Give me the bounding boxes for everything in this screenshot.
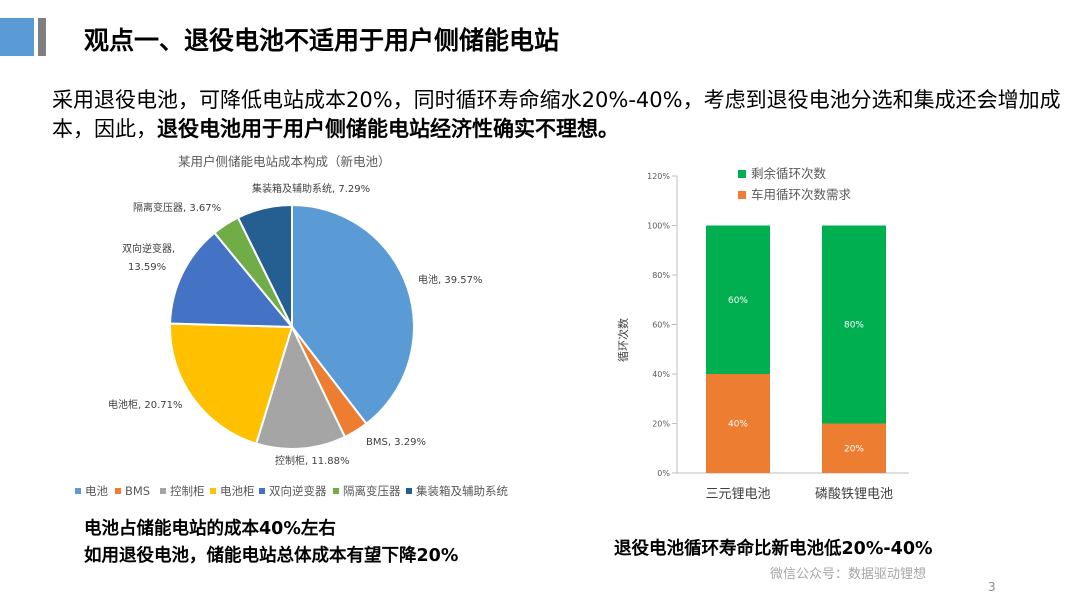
bar-legend-marker-2 bbox=[738, 191, 746, 199]
bar-segment-2-1 bbox=[822, 423, 886, 473]
pie-chart-title: 某用户侧储能电站成本构成（新电池） bbox=[178, 154, 391, 169]
pie-legend-label-4: 电池柜 bbox=[220, 484, 255, 498]
conclusion-left-line-1: 电池占储能电站的成本40%左右 bbox=[84, 519, 336, 539]
pie-legend-label-7: 集装箱及辅助系统 bbox=[416, 484, 508, 498]
x-category-label-2: 磷酸铁锂电池 bbox=[815, 487, 893, 502]
bar-value-label-2-1: 20% bbox=[844, 444, 864, 454]
pie-label-6: 隔离变压器, 3.67% bbox=[133, 201, 221, 214]
pie-label-4: 电池柜, 20.71% bbox=[108, 398, 183, 411]
bar-segment-1-1 bbox=[706, 374, 770, 473]
y-tick-label-4: 80% bbox=[652, 271, 670, 280]
pie-label-7: 集装箱及辅助系统, 7.29% bbox=[252, 182, 370, 195]
title-accent-bar bbox=[38, 18, 46, 56]
pie-slice-5 bbox=[169, 231, 295, 329]
watermark: 微信公众号：数据驱动锂想 bbox=[770, 567, 927, 582]
pie-label-1: 电池, 39.57% bbox=[418, 273, 483, 286]
y-tick-label-5: 100% bbox=[647, 222, 670, 231]
y-tick-label-3: 60% bbox=[652, 321, 670, 330]
intro-text: 采用退役电池，可降低电站成本20%，同时循环寿命缩水20%-40%，考虑到退役电… bbox=[52, 88, 1061, 141]
conclusion-left: 电池占储能电站的成本40%左右 如用退役电池，储能电站总体成本有望下降20% bbox=[84, 516, 458, 570]
pie-legend-marker-3 bbox=[160, 488, 166, 494]
conclusion-right: 退役电池循环寿命比新电池低20%-40% bbox=[614, 539, 933, 559]
bar-value-label-2-2: 80% bbox=[844, 321, 864, 331]
conclusion-left-line-2: 如用退役电池，储能电站总体成本有望下降20% bbox=[84, 546, 459, 566]
title-accent-block bbox=[0, 18, 34, 56]
pie-label-5-name: 双向逆变器, bbox=[122, 242, 175, 255]
bar-value-label-1-1: 40% bbox=[728, 420, 748, 430]
y-tick-label-1: 20% bbox=[652, 420, 670, 429]
pie-legend-marker-1 bbox=[75, 488, 81, 494]
bar-legend-label-1: 剩余循环次数 bbox=[751, 166, 827, 181]
pie-legend-label-5: 双向逆变器 bbox=[269, 484, 327, 498]
y-tick-label-6: 120% bbox=[647, 172, 670, 181]
slide-title: 观点一、退役电池不适用于用户侧储能电站 bbox=[84, 26, 560, 55]
pie-legend-marker-5 bbox=[259, 488, 265, 494]
y-tick-label-2: 40% bbox=[652, 370, 670, 379]
pie-slice-4 bbox=[169, 322, 294, 445]
x-category-label-1: 三元锂电池 bbox=[705, 487, 770, 502]
pie-legend-label-2: BMS bbox=[125, 484, 150, 498]
y-tick-label-0: 0% bbox=[657, 469, 670, 478]
bar-segment-1-2 bbox=[706, 225, 770, 374]
pie-label-5-value: 13.59% bbox=[128, 262, 166, 273]
pie-legend-marker-2 bbox=[115, 488, 121, 494]
pie-slice-3 bbox=[254, 324, 347, 450]
pie-legend-marker-4 bbox=[210, 488, 216, 494]
pie-label-2: BMS, 3.29% bbox=[366, 437, 426, 448]
bar-value-label-1-2: 60% bbox=[728, 296, 748, 306]
pie-slice-1 bbox=[291, 203, 415, 426]
page-number: 3 bbox=[988, 580, 996, 594]
pie-slice-7 bbox=[236, 203, 293, 328]
y-axis-title: 循环次数 bbox=[616, 318, 630, 362]
pie-legend-label-1: 电池 bbox=[85, 484, 108, 498]
intro-bold-text: 退役电池用于用户侧储能电站经济性确实不理想。 bbox=[157, 117, 619, 141]
bar-legend-marker-1 bbox=[738, 170, 746, 178]
pie-legend-label-6: 隔离变压器 bbox=[343, 484, 401, 498]
intro-paragraph: 采用退役电池，可降低电站成本20%，同时循环寿命缩水20%-40%，考虑到退役电… bbox=[52, 86, 1072, 144]
bar-legend-label-2: 车用循环次数需求 bbox=[751, 187, 852, 202]
pie-legend-marker-7 bbox=[406, 488, 412, 494]
pie-label-3: 控制柜, 11.88% bbox=[275, 454, 350, 467]
pie-legend-label-3: 控制柜 bbox=[170, 484, 205, 498]
pie-legend-marker-6 bbox=[333, 488, 339, 494]
bar-segment-2-2 bbox=[822, 225, 886, 424]
